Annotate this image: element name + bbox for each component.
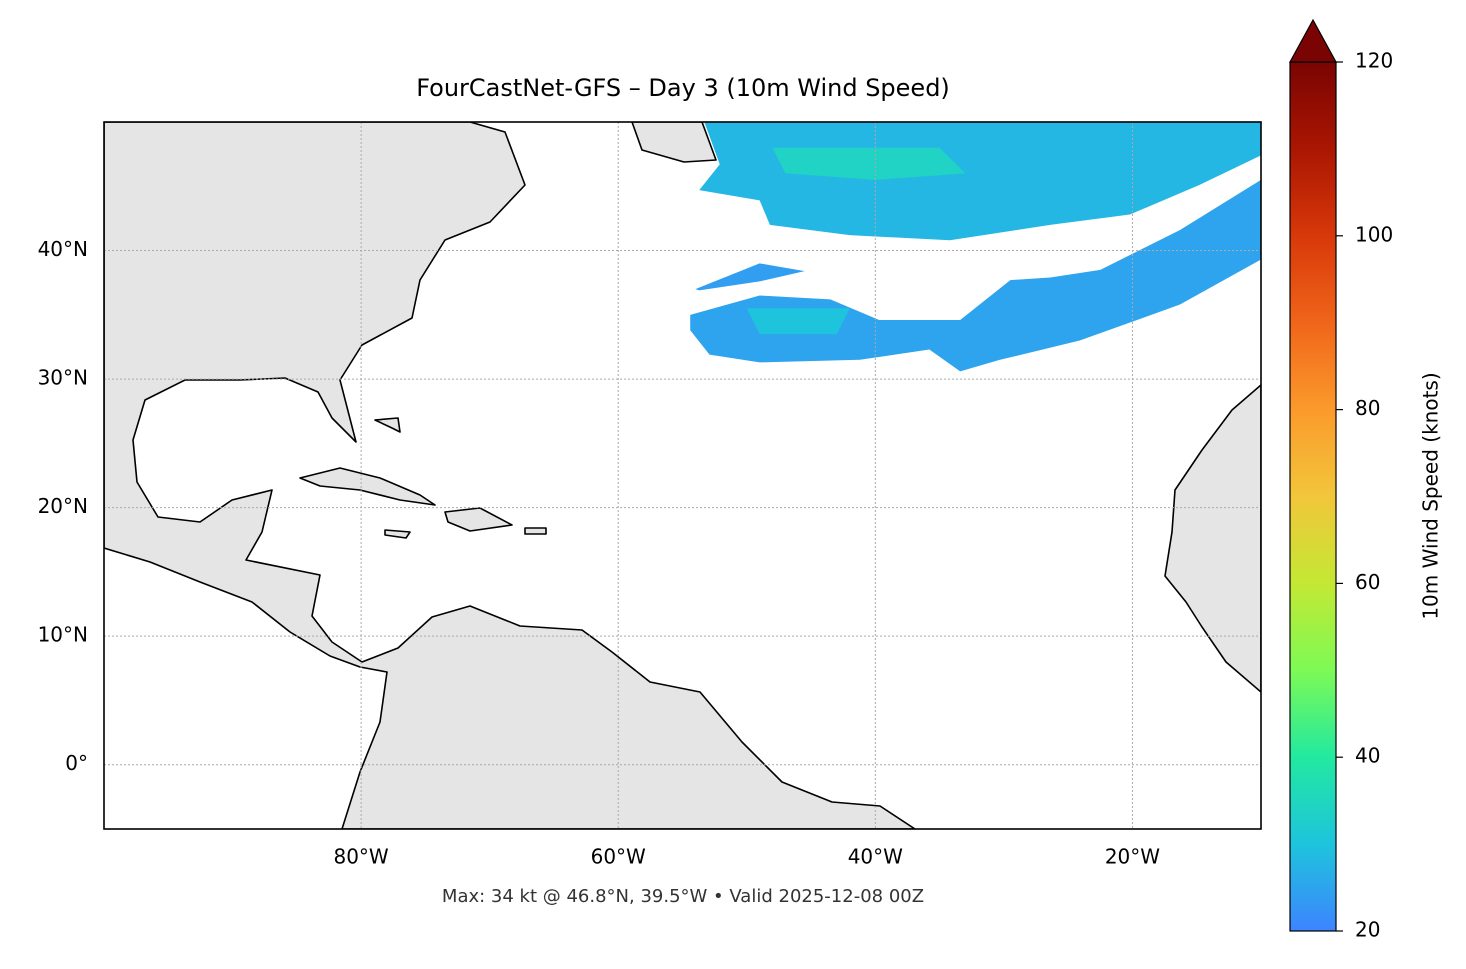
map-area — [104, 122, 1261, 829]
x-tick-label: 80°W — [333, 845, 388, 869]
jamaica — [384, 529, 411, 539]
wind-layer — [690, 122, 1261, 372]
colorbar-tick-label: 20 — [1355, 918, 1380, 942]
y-tick-label: 10°N — [38, 623, 88, 647]
wind-region — [699, 122, 1261, 241]
colorbar-tick-label: 120 — [1355, 49, 1393, 73]
x-tick-label: 40°W — [848, 845, 903, 869]
wind-region — [772, 147, 966, 180]
newfoundland — [631, 122, 717, 163]
y-tick-label: 30°N — [38, 366, 88, 390]
africa — [1164, 384, 1261, 693]
wind-region — [746, 308, 850, 335]
x-tick-label: 20°W — [1105, 845, 1160, 869]
hispaniola — [444, 507, 513, 532]
colorbar-label: 10m Wind Speed (knots) — [1419, 372, 1443, 619]
bahamas — [374, 417, 401, 433]
chart-title: FourCastNet-GFS – Day 3 (10m Wind Speed) — [416, 74, 950, 102]
cuba — [299, 467, 436, 506]
y-tick-label: 20°N — [38, 494, 88, 518]
colorbar-tick-label: 40 — [1355, 744, 1380, 768]
colorbar-tick-label: 80 — [1355, 396, 1380, 420]
colorbar-extend — [1288, 18, 1338, 63]
puerto-rico — [524, 527, 547, 535]
footer: Max: 34 kt @ 46.8°N, 39.5°W • Valid 2025… — [442, 886, 924, 907]
x-tick-label: 60°W — [591, 845, 646, 869]
y-tick-label: 0° — [65, 751, 88, 775]
land — [104, 122, 1261, 829]
y-tick-label: 40°N — [38, 237, 88, 261]
map-frame — [103, 121, 1262, 830]
americas — [104, 122, 916, 829]
colorbar — [1289, 61, 1337, 932]
wind-region — [695, 263, 805, 291]
colorbar-tick-label: 100 — [1355, 222, 1393, 246]
colorbar-tick-label: 60 — [1355, 570, 1380, 594]
grid — [104, 122, 1261, 829]
